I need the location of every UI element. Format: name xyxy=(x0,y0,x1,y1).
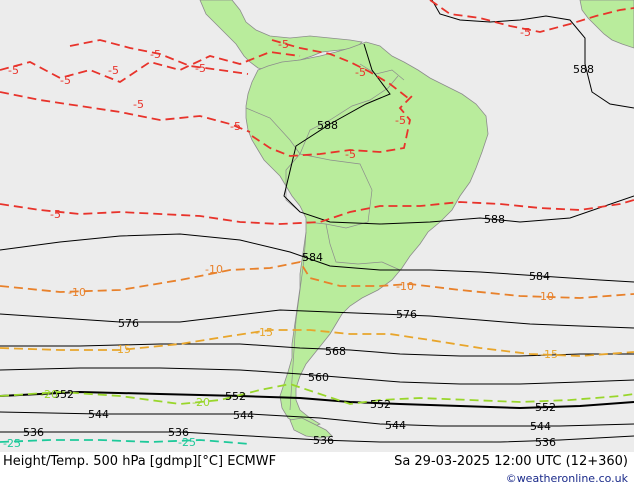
temp-label: -25 xyxy=(178,436,196,449)
height-label: 552 xyxy=(535,401,556,414)
temp-label: -5 xyxy=(230,120,241,133)
africa-corner-land xyxy=(579,0,634,49)
temp-label: -15 xyxy=(113,343,131,356)
contour-588-north xyxy=(431,0,634,109)
temp-label: -10 xyxy=(68,286,86,299)
footer-bar: Height/Temp. 500 hPa [gdmp][°C] ECMWF Sa… xyxy=(0,452,634,490)
height-label: 544 xyxy=(385,419,406,432)
height-label: 584 xyxy=(302,251,323,264)
temp-label: -20 xyxy=(192,396,210,409)
contour-552 xyxy=(0,390,634,410)
isotherm-minus20 xyxy=(0,383,634,405)
contour-560 xyxy=(0,367,634,385)
contour-536 xyxy=(0,431,634,443)
temperature-isotherms xyxy=(0,0,634,445)
temp-label: -15 xyxy=(540,348,558,361)
height-label: 588 xyxy=(573,63,594,76)
temp-label: -10 xyxy=(396,280,414,293)
height-label: 544 xyxy=(233,409,254,422)
map-title: Height/Temp. 500 hPa [gdmp][°C] ECMWF xyxy=(3,454,277,469)
isotherm-minus5-north xyxy=(271,39,409,99)
contour-576 xyxy=(0,309,634,329)
height-label: 536 xyxy=(535,436,556,449)
height-label: 552 xyxy=(225,390,246,403)
temp-label: -25 xyxy=(3,437,21,450)
height-label: 576 xyxy=(396,308,417,321)
temp-label: -15 xyxy=(255,326,273,339)
height-label: 588 xyxy=(484,213,505,226)
height-label: 588 xyxy=(317,119,338,132)
height-contours xyxy=(0,0,634,443)
isotherm-minus5-amazon xyxy=(251,95,413,157)
temp-label: -5 xyxy=(520,26,531,39)
temp-label: -5 xyxy=(345,148,356,161)
height-label: 576 xyxy=(118,317,139,330)
isotherm-minus5-south xyxy=(0,199,634,225)
height-label: 536 xyxy=(313,434,334,447)
isotherm-minus5-pacific-2 xyxy=(69,39,249,75)
height-label: 584 xyxy=(529,270,550,283)
contour-588-mid xyxy=(283,43,634,225)
temp-label: -5 xyxy=(133,98,144,111)
forecast-time: Sa 29-03-2025 12:00 UTC (12+360) xyxy=(394,454,628,469)
credit-link[interactable]: ©weatheronline.co.uk xyxy=(505,472,628,485)
isotherm-minus10 xyxy=(0,260,634,299)
isotherm-minus5-pacific-1 xyxy=(0,51,301,84)
height-label: 560 xyxy=(308,371,329,384)
height-labels: 588 588 588 584 584 576 576 568 560 552 … xyxy=(23,63,594,449)
isotherm-minus15 xyxy=(0,329,634,357)
height-label: 568 xyxy=(325,345,346,358)
central-america-land xyxy=(199,0,363,71)
height-label: 536 xyxy=(23,426,44,439)
country-borders xyxy=(245,63,405,411)
contour-568 xyxy=(0,343,634,357)
isotherm-minus5-atlantic-north xyxy=(429,0,634,33)
temp-label: -5 xyxy=(355,66,366,79)
temperature-labels: -5 -5 -5 -5 -5 -5 -5 -5 -5 -5 -5 -5 -5 -… xyxy=(3,26,558,450)
temp-label: -20 xyxy=(40,388,58,401)
contour-544 xyxy=(0,411,634,427)
height-label: 552 xyxy=(370,398,391,411)
height-label: 544 xyxy=(88,408,109,421)
temp-label: -10 xyxy=(536,290,554,303)
temp-label: -10 xyxy=(205,263,223,276)
contour-584 xyxy=(0,233,634,283)
isotherm-minus5-pacific-3 xyxy=(0,91,251,133)
temp-label: -5 xyxy=(150,48,161,61)
temp-label: -5 xyxy=(395,114,406,127)
height-label: 552 xyxy=(53,388,74,401)
temp-label: -5 xyxy=(8,64,19,77)
temp-label: -5 xyxy=(50,208,61,221)
temp-label: -5 xyxy=(195,62,206,75)
height-label: 536 xyxy=(168,426,189,439)
temp-label: -5 xyxy=(278,38,289,51)
tierra-del-fuego-land xyxy=(289,417,333,439)
height-label: 544 xyxy=(530,420,551,433)
temp-label: -5 xyxy=(108,64,119,77)
temp-label: -5 xyxy=(60,74,71,87)
weather-map: 588 588 588 584 584 576 576 568 560 552 … xyxy=(0,0,634,452)
